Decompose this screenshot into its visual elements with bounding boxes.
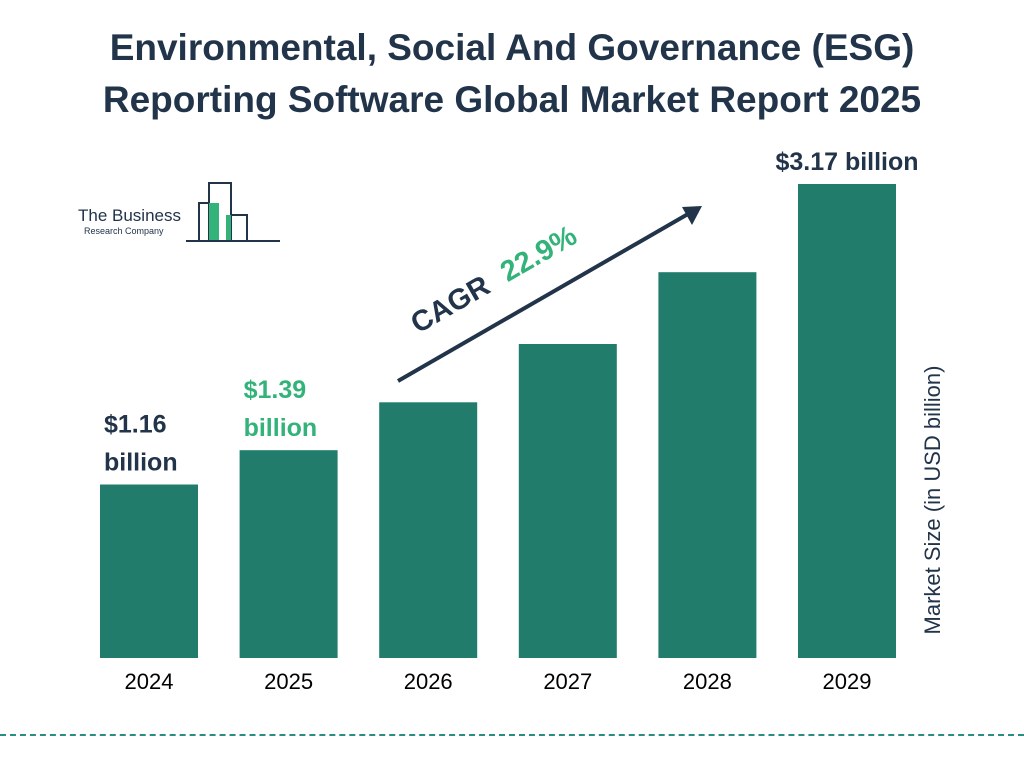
x-tick-label: 2028 [683,669,732,694]
logo-buildings-icon [186,182,280,242]
company-logo: The Business Research Company [78,180,283,244]
logo-text-line1: The Business [78,206,181,225]
x-tick-label: 2029 [823,669,872,694]
data-label-line: $1.39 [244,376,307,404]
logo-text-line2: Research Company [84,226,164,236]
cagr-label-word: CAGR [406,270,496,340]
cagr-label: CAGR 22.9% [406,220,583,340]
chart-title-line2: Reporting Software Global Market Report … [102,79,922,120]
data-label-2029: $3.17 billion [775,148,918,176]
y-axis-label: Market Size (in USD billion) [920,366,945,635]
chart-title: Environmental, Social And Governance (ES… [0,22,1024,126]
cagr-label-value: 22.9% [495,220,582,289]
x-tick-label: 2027 [543,669,592,694]
bar-2026 [379,402,478,658]
bar-2027 [518,344,617,658]
x-axis-ticks: 2024 2025 2026 2027 2028 2029 [125,669,872,694]
chart-title-line1: Environmental, Social And Governance (ES… [109,27,915,68]
data-label-2024: $1.16 billion [104,411,178,477]
data-label-line: billion [104,449,178,477]
x-tick-label: 2026 [404,669,453,694]
x-tick-label: 2024 [125,669,174,694]
bar-2024 [100,484,198,658]
bars-layer [100,184,896,658]
cagr-arrowhead-icon [682,206,702,225]
bottom-divider [0,734,1024,736]
data-label-line: $3.17 billion [775,148,918,176]
data-label-line: $1.16 [104,411,167,439]
bar-2028 [658,272,757,658]
x-tick-label: 2025 [264,669,313,694]
bar-2025 [239,450,338,658]
value-labels-layer: $1.16 billion $1.39 billion $3.17 billion [104,148,919,477]
bar-2029 [798,184,896,658]
cagr-arrow-line [397,212,689,383]
data-label-2025: $1.39 billion [244,376,318,442]
data-label-line: billion [244,414,318,442]
